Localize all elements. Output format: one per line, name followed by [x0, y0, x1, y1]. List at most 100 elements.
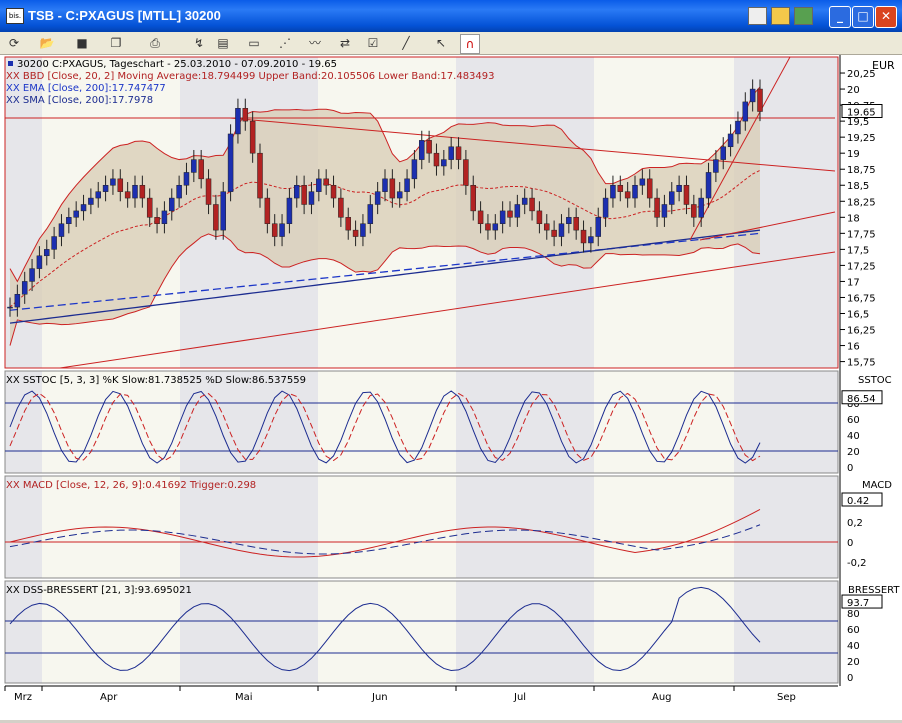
candle: [36, 255, 43, 269]
y-tick-label: 18,25: [847, 197, 876, 208]
candle: [205, 178, 212, 205]
candle: [713, 159, 719, 173]
candle: [191, 159, 197, 173]
print-icon[interactable]: ⎙: [150, 36, 160, 50]
candle: [102, 184, 109, 192]
x-month-label: Sep: [777, 692, 796, 703]
maximize-button[interactable]: □: [852, 6, 874, 28]
y-tick-label: 60: [847, 625, 860, 636]
month-band: [42, 581, 180, 683]
magnet-icon[interactable]: ∩: [460, 34, 480, 54]
candle: [492, 223, 499, 231]
candle: [139, 184, 146, 199]
candle: [382, 178, 388, 192]
candle: [146, 197, 153, 218]
signal-icon[interactable]: ⇄: [339, 36, 351, 50]
sstoc-axis-title: SSTOC: [858, 375, 892, 386]
candle: [227, 133, 234, 192]
last-price-label: 19.65: [847, 108, 876, 119]
macd-trigger-line: [9, 524, 761, 555]
chart-style-icon[interactable]: ↯: [193, 36, 205, 50]
chart-window-icon[interactable]: [794, 7, 813, 25]
month-band: [734, 581, 838, 683]
y-tick-label: 0: [847, 538, 853, 549]
candle: [617, 184, 624, 192]
currency-label: EUR: [872, 59, 895, 72]
month-band: [318, 476, 456, 578]
candle: [95, 191, 101, 199]
candle: [654, 197, 660, 218]
candle: [404, 178, 410, 192]
save-icon[interactable]: ■: [76, 36, 88, 50]
candle: [485, 223, 491, 231]
candle: [367, 204, 374, 224]
x-month-label: Apr: [100, 692, 118, 703]
toolbar: ⟳ 📂 ■ ❐ ⎙ ↯ ▤ ▭ ⋰ 〰 ⇄ ☑ ╱ ↖ ∩: [0, 32, 902, 55]
bbd-legend: XX BBD [Close, 20, 2] Moving Average:18.…: [6, 71, 495, 82]
candle: [345, 217, 351, 231]
y-tick-label: 0: [847, 673, 853, 684]
candle: [389, 178, 396, 199]
y-tick-label: 17,25: [847, 261, 876, 272]
open-folder-icon[interactable]: 📂: [39, 36, 55, 50]
refresh-icon[interactable]: ⟳: [8, 36, 20, 50]
y-tick-label: 20,25: [847, 69, 876, 80]
y-tick-label: 16: [847, 342, 860, 353]
candle: [661, 204, 668, 218]
y-tick-label: 17: [847, 277, 860, 288]
macd-axis-title: MACD: [862, 480, 892, 491]
candle: [7, 306, 13, 309]
chart-edit-icon[interactable]: ▤: [217, 36, 229, 50]
y-tick-label: 80: [847, 609, 860, 620]
y-tick-label: 60: [847, 415, 860, 426]
chart-canvas[interactable]: 30200 C:PXAGUS, Tageschart - 25.03.2010 …: [0, 55, 902, 720]
x-month-label: Mai: [235, 692, 253, 703]
chart-area[interactable]: 30200 C:PXAGUS, Tageschart - 25.03.2010 …: [0, 55, 902, 720]
candle: [316, 178, 322, 192]
month-band: [5, 371, 42, 473]
indicator-icon[interactable]: ⋰: [279, 36, 291, 50]
copy-icon[interactable]: ❐: [110, 36, 122, 50]
candle: [271, 223, 278, 237]
trend-line-steep: [689, 56, 791, 241]
tile-window-icon[interactable]: [748, 7, 767, 25]
candle: [117, 178, 124, 192]
candle: [573, 217, 579, 231]
x-month-label: Aug: [652, 692, 672, 703]
candle: [323, 178, 329, 186]
trend-line-mid: [699, 211, 836, 241]
pointer-icon[interactable]: ↖: [435, 36, 447, 50]
month-band: [5, 581, 42, 683]
y-tick-label: 20: [847, 447, 860, 458]
month-band: [734, 476, 838, 578]
favorites-icon[interactable]: [771, 7, 790, 25]
window-icon[interactable]: ▭: [248, 36, 260, 50]
candle: [21, 281, 28, 295]
draw-line-icon[interactable]: ╱: [402, 36, 410, 50]
candle: [507, 210, 513, 218]
month-band: [180, 371, 318, 473]
close-button[interactable]: ✕: [875, 6, 897, 28]
panel-frame: [4, 370, 839, 474]
minimize-button[interactable]: _: [829, 6, 851, 28]
candle: [588, 236, 594, 244]
month-band: [456, 581, 594, 683]
candle: [433, 152, 440, 167]
y-tick-label: 16,5: [847, 309, 869, 320]
month-band: [318, 581, 456, 683]
properties-icon[interactable]: ☑: [367, 36, 379, 50]
sma-legend: XX SMA [Close, 200]:17.7978: [6, 95, 153, 106]
candle: [595, 217, 601, 237]
candle: [448, 146, 454, 160]
month-band: [42, 371, 180, 473]
candle: [66, 217, 72, 224]
y-tick-label: 18: [847, 213, 860, 224]
symbol-marker: [8, 61, 13, 66]
candle: [521, 197, 528, 205]
candle: [169, 197, 175, 212]
trend-icon[interactable]: 〰: [308, 36, 321, 50]
month-band: [5, 476, 42, 578]
y-tick-label: 18,75: [847, 165, 876, 176]
candle: [419, 140, 425, 160]
candle: [705, 172, 712, 199]
